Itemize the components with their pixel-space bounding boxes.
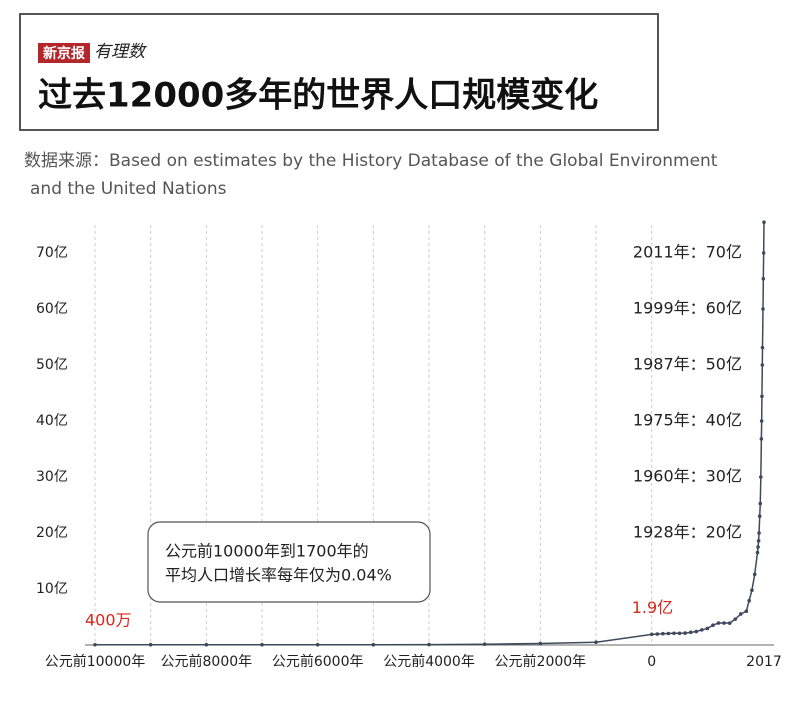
y-tick-label: 60亿 xyxy=(36,301,68,317)
data-point xyxy=(655,632,660,636)
data-point xyxy=(93,642,97,647)
data-point xyxy=(760,345,765,350)
milestone-label: 1960年：30亿 xyxy=(633,467,742,486)
data-point xyxy=(759,419,764,423)
logo-box xyxy=(38,43,90,63)
data-point xyxy=(672,631,676,636)
x-tick-label: 公元前6000年 xyxy=(272,653,364,670)
data-point xyxy=(762,220,766,224)
data-point xyxy=(758,501,763,506)
x-tick-label: 公元前8000年 xyxy=(161,653,253,670)
logo-sub: 有理数 xyxy=(94,42,147,62)
y-tick-label: 50亿 xyxy=(36,357,68,373)
data-point xyxy=(688,630,693,635)
y-tick-label: 40亿 xyxy=(36,413,68,429)
y-tick-label: 70亿 xyxy=(36,245,68,261)
y-tick-label: 20亿 xyxy=(36,525,68,541)
y-tick-label: 30亿 xyxy=(36,469,68,485)
annotation: 公元前10000年到1700年的 xyxy=(165,542,369,561)
point-label: 1.9亿 xyxy=(632,598,673,617)
data-point xyxy=(716,621,721,625)
x-tick-label: 2017 xyxy=(746,654,782,670)
source: and the United Nations xyxy=(30,179,227,199)
data-point xyxy=(371,642,376,647)
data-point xyxy=(760,363,765,367)
data-point xyxy=(752,572,757,577)
data-point xyxy=(204,642,209,647)
data-point xyxy=(683,631,687,635)
data-point xyxy=(744,609,749,614)
data-point xyxy=(594,640,598,644)
data-point xyxy=(711,623,715,628)
data-point xyxy=(677,631,682,636)
data-point xyxy=(759,437,764,441)
data-point xyxy=(694,629,699,634)
x-tick-label: 0 xyxy=(647,654,656,670)
data-point xyxy=(722,621,726,625)
data-point xyxy=(756,539,761,543)
data-point xyxy=(260,642,264,647)
data-point xyxy=(761,251,766,255)
x-tick-label: 公元前2000年 xyxy=(495,653,587,670)
data-point xyxy=(738,612,743,616)
title-box xyxy=(19,13,659,131)
data-point xyxy=(747,598,751,603)
data-point xyxy=(661,631,665,636)
data-point xyxy=(700,628,704,632)
milestone-label: 1987年：50亿 xyxy=(633,355,742,374)
data-point xyxy=(750,588,754,593)
data-point xyxy=(538,641,543,646)
data-point xyxy=(705,626,710,631)
data-point xyxy=(727,621,732,625)
annotation: 平均人口增长率每年仅为0.04% xyxy=(165,566,392,585)
data-point xyxy=(666,631,671,636)
data-point xyxy=(760,394,764,399)
data-point xyxy=(649,632,654,637)
data-point xyxy=(315,642,320,647)
data-point xyxy=(148,642,153,647)
data-point xyxy=(755,550,760,555)
milestone-label: 1999年：60亿 xyxy=(633,299,742,318)
data-point xyxy=(761,276,766,281)
data-point xyxy=(482,642,487,647)
y-tick-label: 10亿 xyxy=(36,581,68,597)
data-point xyxy=(757,531,761,535)
x-tick-label: 公元前4000年 xyxy=(383,653,475,670)
point-label: 400万 xyxy=(85,610,132,629)
data-point xyxy=(761,307,765,311)
x-tick-label: 公元前10000年 xyxy=(45,653,146,670)
chart-title: 过去12000多年的世界人口规模变化 xyxy=(38,76,598,116)
data-point xyxy=(427,642,431,647)
milestone-label: 1928年：20亿 xyxy=(633,523,742,542)
logo: 新京报 xyxy=(43,45,85,62)
milestone-label: 1975年：40亿 xyxy=(633,411,742,430)
source: 数据来源：Based on estimates by the History D… xyxy=(24,151,718,171)
annotation-box xyxy=(147,521,431,603)
data-point xyxy=(756,545,760,549)
milestone-label: 2011年：70亿 xyxy=(633,243,742,262)
data-point xyxy=(759,475,763,479)
data-point xyxy=(757,514,762,518)
data-point xyxy=(733,617,738,621)
